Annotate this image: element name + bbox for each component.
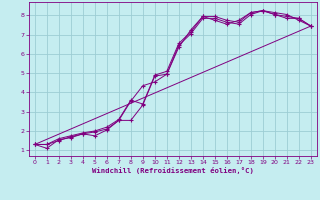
X-axis label: Windchill (Refroidissement éolien,°C): Windchill (Refroidissement éolien,°C) — [92, 167, 254, 174]
